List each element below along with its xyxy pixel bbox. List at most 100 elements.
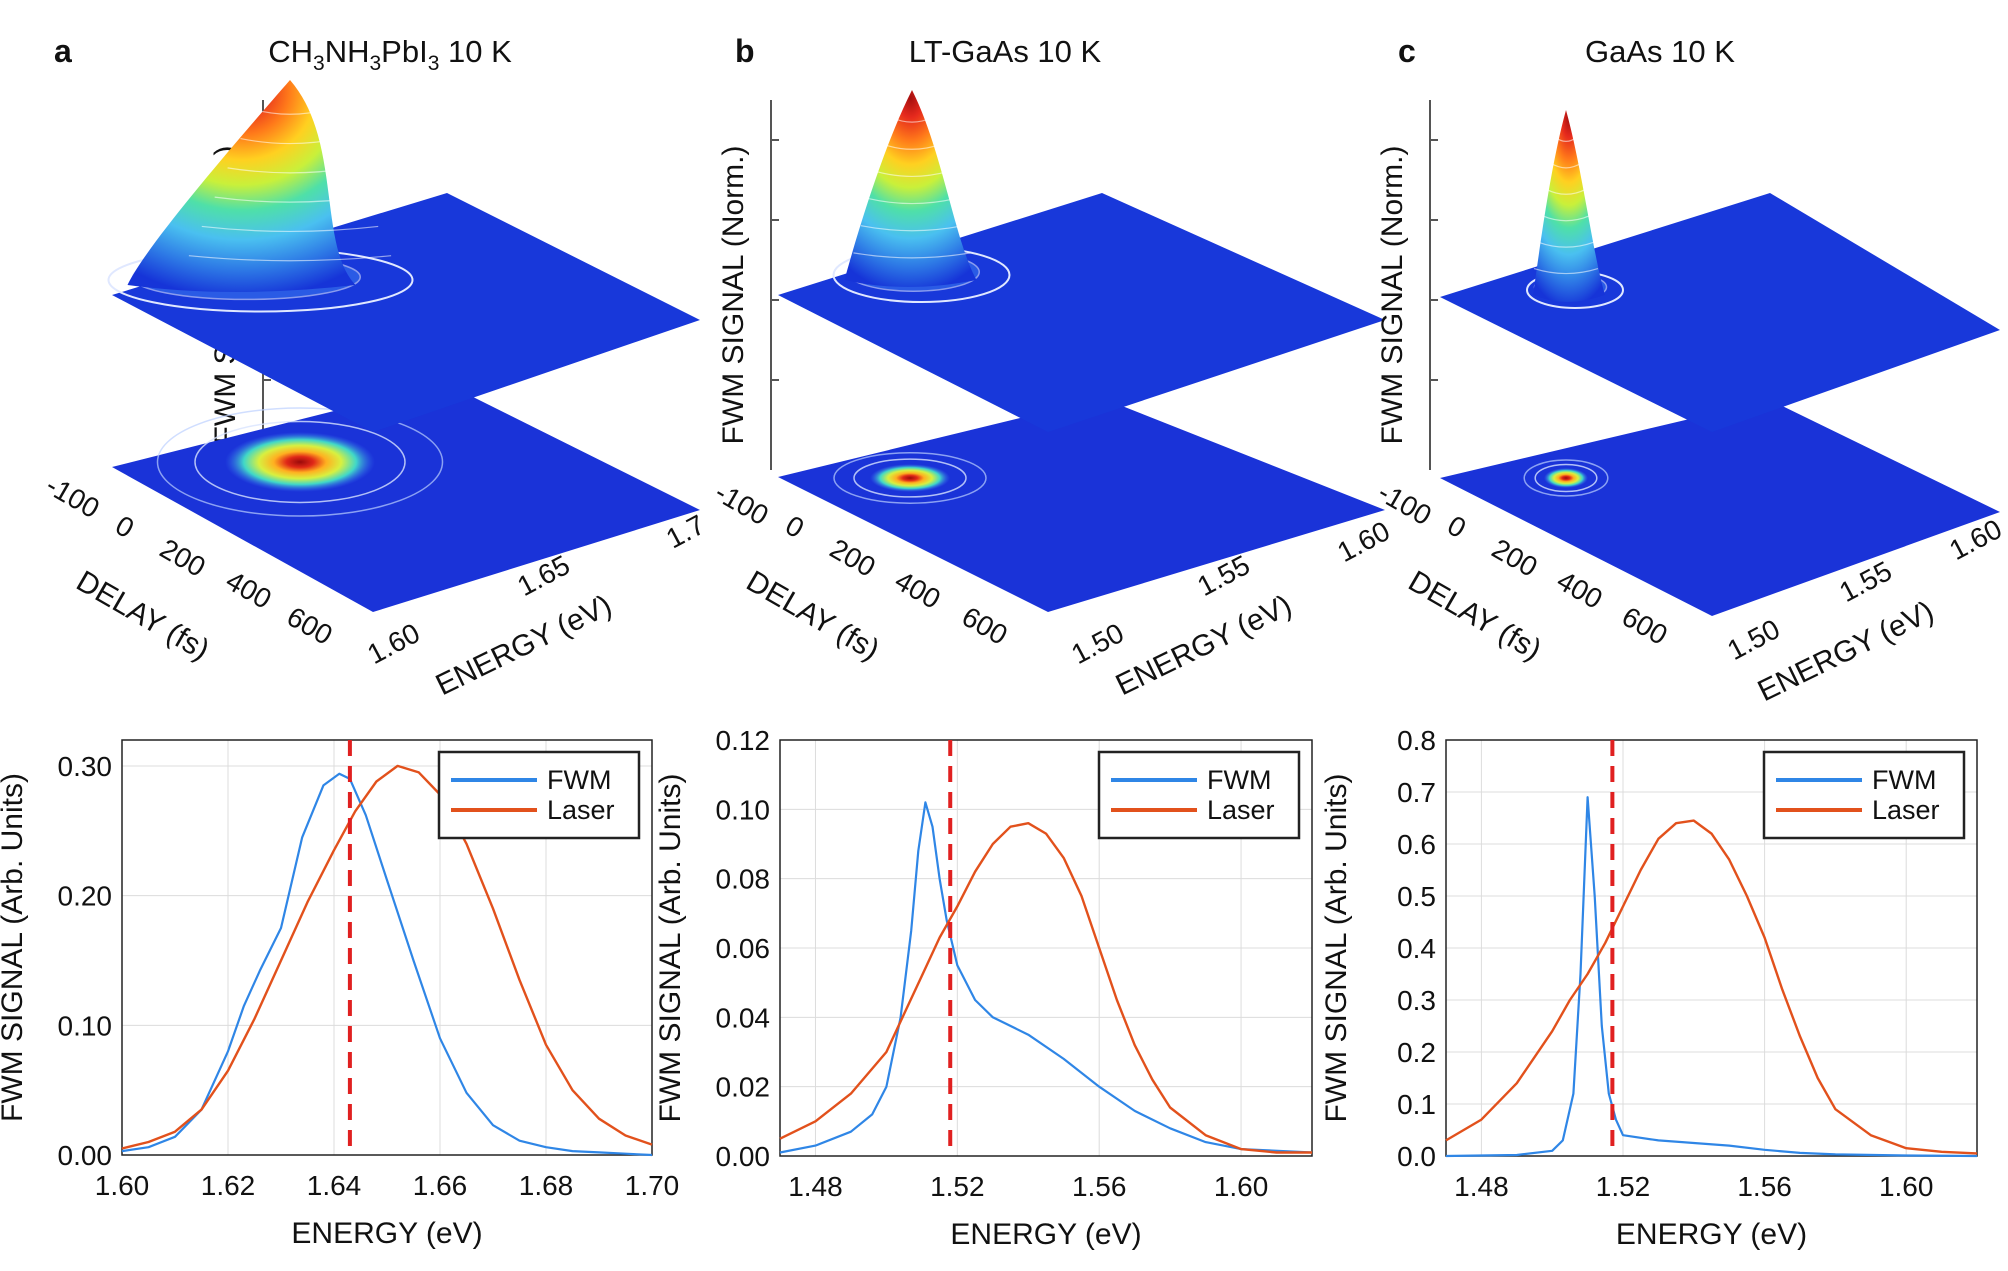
y-axis-label: FWM SIGNAL (Arb. Units) [654,774,687,1123]
panel-title: GaAs 10 K [1585,34,1735,69]
contour-line [853,458,967,498]
y-tick-label: 0.00 [58,1140,113,1171]
y-axis-label: FWM SIGNAL (Arb. Units) [0,773,29,1122]
contour-hotspot [870,464,950,492]
x-tick-label: -100 [41,469,105,524]
plot-frame [1445,739,1978,1157]
peak-contour [214,196,366,203]
peak-contour [875,170,949,177]
contour-line [1523,459,1609,497]
y-tick-label: 0.5 [1397,881,1436,912]
line-chart-b: 1.48 1.52 1.56 1.60 0.00 0.02 0.04 0.06 0.08 0.10… [654,725,1313,1251]
peak-contour [188,255,392,262]
y-tick-label: 0.1 [1397,1089,1436,1120]
x-tick-label: 600 [957,601,1013,651]
x-tick-label: 600 [1617,601,1673,651]
y-tick-label: 0.6 [1397,829,1436,860]
peak-contour [1546,188,1586,195]
legend-label: FWM [1207,765,1271,795]
y-tick-label: 0.04 [716,1002,771,1033]
x-tick-label: 1.62 [201,1170,256,1201]
y-tick-label: 0.00 [716,1141,771,1172]
series-fwm [779,801,1313,1154]
z-axis-label: FWM SIGNAL (Norm.) [717,146,750,445]
y-tick-label: 0.8 [1397,725,1436,756]
x-tick-label: 1.70 [625,1170,680,1201]
plot-frame [121,739,653,1156]
y-tick-label: 0.02 [716,1072,771,1103]
subscript: 3 [313,52,325,75]
legend-box [437,750,641,840]
title-segment: NH [325,34,370,69]
y-axis-label: ENERGY (eV) [1753,595,1939,708]
series-laser [779,822,1312,1154]
surface-peak [1533,110,1605,302]
peak-contour [860,225,964,232]
x-tick-label: 400 [1552,565,1608,615]
y-tick-label: 0.0 [1397,1141,1436,1172]
x-tick-label: 1.56 [1737,1171,1792,1202]
y-axis-label: FWM SIGNAL (Arb. Units) [1320,774,1353,1123]
peak-contour [890,116,934,123]
surface-peak [844,90,977,287]
peak-contour [868,197,956,205]
x-tick-label: 600 [282,601,338,651]
x-tick-label: 1.60 [1879,1171,1934,1202]
x-axis-label: ENERGY (eV) [291,1217,482,1250]
line-chart-c: 1.48 1.52 1.56 1.60 0.0 0.1 0.2 0.3 0.4 0.5 0.6 0.7… [1320,725,1978,1251]
y-tick-label: 1.50 [1722,613,1785,666]
surface-panel-b: b LT-GaAs 10 K FWM SIGNAL (Norm.) -100 0 2004… [710,33,1395,702]
peak-contour [883,143,941,150]
y-tick-label: 0.3 [1397,985,1436,1016]
series-laser [121,764,653,1150]
y-tick-label: 0.06 [716,933,771,964]
x-tick-label: 0 [110,509,139,544]
legend-label: Laser [1207,795,1275,825]
title-segment: PbI [381,34,428,69]
x-tick-label: 1.48 [1454,1171,1509,1202]
contour-line [1534,463,1598,493]
series-fwm [121,772,653,1157]
series-laser [1445,819,1978,1155]
contour-line [194,420,406,504]
y-tick-label: 0.30 [58,751,113,782]
legend-label: Laser [547,795,615,825]
contour-hotspot [1544,468,1588,488]
surface-plane [1440,193,2000,432]
title-segment: 10 K [439,34,512,69]
plot-frame [779,739,1313,1157]
peak-contour [253,108,327,115]
contour-hotspot [225,432,375,492]
y-tick-label: 0.20 [58,881,113,912]
panel-label: c [1398,33,1416,69]
x-tick-label: 1.48 [788,1171,843,1202]
z-axis-label: FWM SIGNAL (Norm.) [1376,146,1409,445]
x-axis-label: ENERGY (eV) [950,1218,1141,1251]
x-tick-label: 1.68 [519,1170,574,1201]
panel-title: LT-GaAs 10 K [909,34,1102,69]
projection-plane [1440,400,2000,616]
legend-label: FWM [547,765,611,795]
x-axis-label: ENERGY (eV) [1616,1218,1807,1251]
x-tick-label: 0 [780,509,809,544]
surface-peak [127,80,356,292]
line-chart-a: 1.60 1.62 1.64 1.66 1.68 1.70 0.00 0.10 0.20 0.30… [0,739,680,1250]
y-tick-label: 1.60 [362,617,425,670]
projection-plane [778,398,1385,612]
peak-contour [1541,215,1591,222]
x-tick-label: 1.60 [95,1170,150,1201]
series-fwm [1445,796,1978,1158]
peak-contour [853,252,971,259]
x-tick-label: 0 [1442,509,1471,544]
contour-line [156,407,444,517]
x-tick-label: 1.56 [1072,1171,1127,1202]
y-tick-label: 0.10 [58,1010,113,1041]
panel-label: b [735,33,755,69]
y-tick-label: 0.12 [716,725,771,756]
x-tick-label: 1.66 [413,1170,468,1201]
panel-label: a [54,33,72,69]
y-tick-label: 1.50 [1066,617,1129,670]
